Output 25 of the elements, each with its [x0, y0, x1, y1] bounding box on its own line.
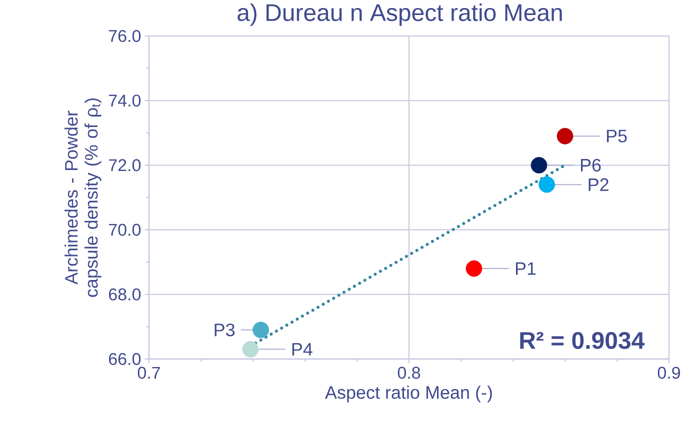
- point: [252, 322, 269, 338]
- series-label: P1: [516, 262, 536, 275]
- x-tick-label: 0.9: [658, 366, 680, 379]
- series-label: P3: [214, 324, 235, 336]
- y-axis-title: Archimedes - Powder capsule density (% of ρ$_{t}$): [64, 98, 102, 297]
- series-label: P6: [580, 158, 601, 172]
- point: [538, 176, 556, 193]
- annotation: R² = 0.9034: [520, 332, 645, 350]
- series-label: P4: [292, 343, 312, 356]
- point: [466, 260, 482, 277]
- series-label: P2: [588, 178, 608, 191]
- y-tick-label: 74.0: [109, 94, 141, 107]
- chart-title: a) Dureau n Aspect ratio Mean: [238, 4, 562, 26]
- point: [242, 341, 259, 358]
- x-tick-label: 0.8: [398, 366, 420, 379]
- y-tick-label: 70.0: [109, 224, 141, 236]
- y-tick-label: 76.0: [109, 30, 141, 42]
- x-axis-title: Aspect ratio Mean (-): [325, 386, 492, 402]
- series-label: P5: [606, 130, 627, 142]
- point: [556, 128, 574, 144]
- point: [530, 156, 548, 174]
- x-tick-label: 0.7: [138, 366, 160, 379]
- y-tick-label: 66.0: [109, 352, 141, 366]
- y-tick-label: 68.0: [109, 288, 141, 300]
- y-tick-label: 72.0: [109, 159, 141, 172]
